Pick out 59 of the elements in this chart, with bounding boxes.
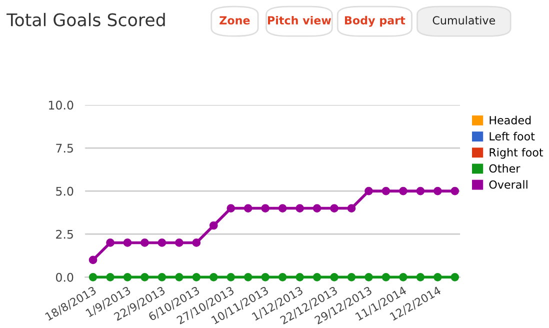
point [209, 221, 218, 230]
point [88, 272, 98, 282]
point [123, 238, 132, 247]
point [382, 272, 390, 282]
y-tick-label: 0.0 [56, 272, 74, 282]
legend-label: Right foot [490, 148, 544, 159]
point [364, 272, 373, 282]
point [416, 272, 425, 282]
text: Body part [345, 16, 406, 27]
y-tick-label: 7.5 [56, 144, 73, 153]
point [140, 238, 149, 247]
point [106, 272, 114, 282]
point [450, 272, 460, 282]
point [296, 204, 304, 212]
point [364, 186, 373, 196]
point [347, 204, 356, 212]
chart-title: Total Goals Scored [6, 12, 165, 26]
point [416, 186, 425, 196]
point [261, 272, 270, 282]
point [123, 272, 132, 282]
legend-label: Left foot [490, 132, 535, 140]
y-tick-label: 10.0 [48, 100, 74, 110]
point [261, 204, 270, 212]
point [330, 272, 338, 282]
point [209, 272, 218, 282]
point [312, 204, 322, 212]
point [433, 186, 442, 196]
point [244, 204, 252, 212]
point [140, 272, 149, 282]
text: Pitch view [268, 16, 332, 25]
point [175, 272, 184, 282]
point [433, 272, 442, 282]
point [278, 272, 287, 282]
point [244, 272, 252, 282]
point [88, 256, 98, 264]
point [399, 186, 408, 196]
point [175, 238, 184, 247]
legend-label: Overall [489, 180, 528, 189]
y-tick-label: 2.5 [56, 230, 73, 239]
legend-label: Headed [490, 116, 531, 124]
point [226, 272, 236, 282]
text: Cumulative [432, 16, 496, 25]
point [106, 238, 114, 247]
legend-label: Other [489, 164, 520, 173]
point [450, 186, 460, 196]
text: Zone [220, 16, 250, 25]
point [192, 272, 201, 282]
point [296, 272, 304, 282]
point [158, 238, 166, 247]
point [330, 204, 338, 212]
point [399, 272, 408, 282]
point [382, 186, 390, 196]
point [158, 272, 166, 282]
point [192, 238, 201, 247]
point [278, 204, 287, 212]
y-tick-label: 5.0 [56, 186, 74, 196]
point [347, 272, 356, 282]
point [312, 272, 322, 282]
point [226, 204, 236, 212]
